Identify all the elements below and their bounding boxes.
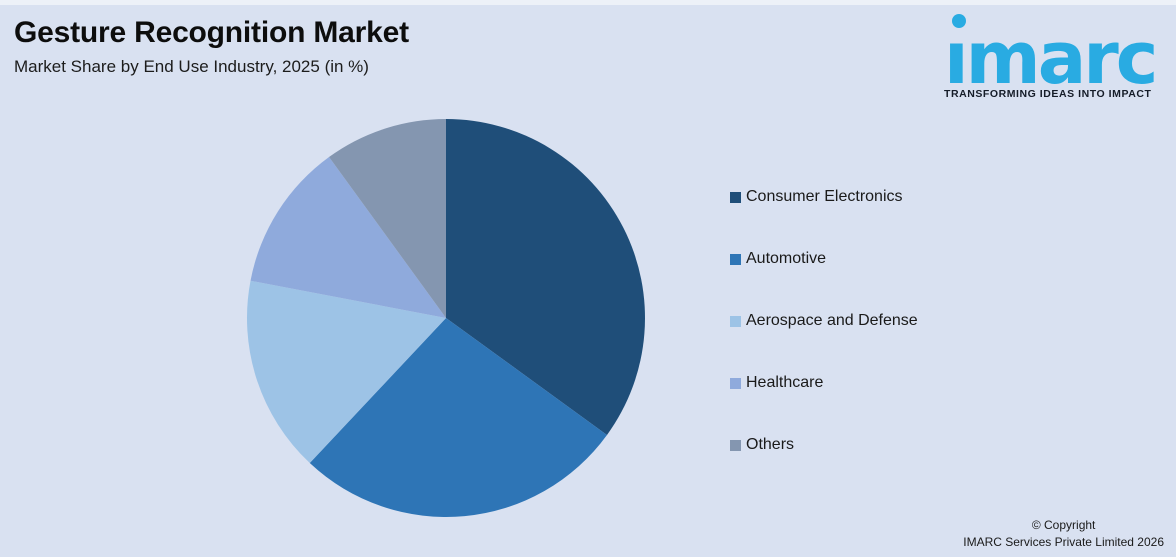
legend-swatch-icon [730, 191, 741, 203]
copyright-line2: IMARC Services Private Limited 2026 [963, 535, 1164, 549]
page-subtitle: Market Share by End Use Industry, 2025 (… [14, 57, 369, 76]
pie-slice-consumer-electronics [446, 119, 645, 435]
legend-item-others: Others [730, 436, 918, 454]
pie-chart [246, 119, 645, 517]
legend-item-aerospace-and-defense: Aerospace and Defense [730, 312, 918, 330]
legend-swatch-icon [730, 439, 741, 451]
legend-label: Aerospace and Defense [746, 312, 918, 329]
page-title: Gesture Recognition Market [14, 16, 409, 49]
pie-slice-healthcare [250, 157, 446, 318]
legend-label: Healthcare [746, 374, 824, 391]
legend-label: Others [746, 436, 795, 453]
copyright: © Copyright IMARC Services Private Limit… [963, 517, 1164, 551]
legend-swatch-icon [730, 315, 741, 327]
legend-label: Automotive [746, 250, 827, 267]
legend-item-healthcare: Healthcare [730, 374, 918, 392]
pie-slice-others [329, 119, 446, 318]
legend-swatch-icon [730, 253, 741, 265]
imarc-tagline: TRANSFORMING IDEAS INTO IMPACT [944, 88, 1152, 100]
legend-item-automotive: Automotive [730, 250, 918, 268]
imarc-logo: ımarc TRANSFORMING IDEAS INTO IMPACT [944, 8, 1170, 100]
copyright-line1: © Copyright [1031, 518, 1096, 532]
pie-slice-automotive [309, 318, 607, 517]
legend-item-consumer-electronics: Consumer Electronics [730, 188, 918, 206]
legend-label: Consumer Electronics [746, 188, 903, 205]
legend-swatch-icon [730, 377, 741, 389]
pie-slice-aerospace-and-defense [246, 280, 446, 464]
imarc-wordmark: ımarc [944, 16, 1158, 100]
header: Gesture Recognition Market Market Share … [14, 16, 409, 77]
imarc-logo-dot-icon [952, 14, 966, 28]
legend: Consumer Electronics Automotive Aerospace … [730, 188, 918, 498]
top-edge-strip [0, 0, 1176, 5]
